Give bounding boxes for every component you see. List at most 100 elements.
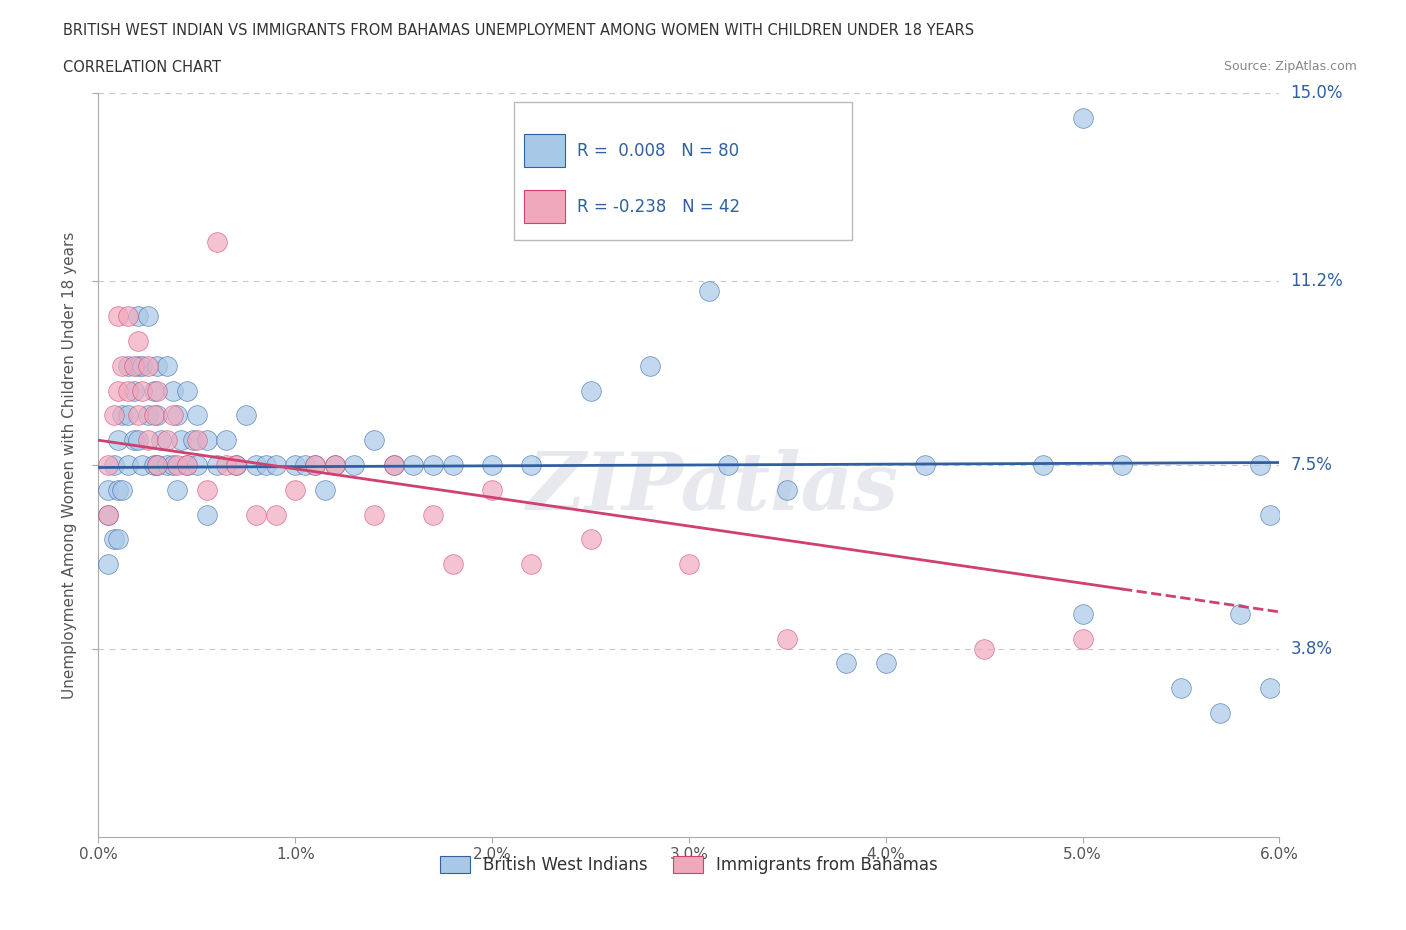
Point — [225, 458, 247, 472]
Text: R =  0.008   N = 80: R = 0.008 N = 80 — [576, 142, 740, 160]
Text: ZIPatlas: ZIPatlas — [526, 448, 898, 526]
Point — [166, 458, 188, 472]
Point — [294, 458, 316, 472]
Text: BRITISH WEST INDIAN VS IMMIGRANTS FROM BAHAMAS UNEMPLOYMENT AMONG WOMEN WITH CHI: BRITISH WEST INDIAN VS IMMIGRANTS FROM B… — [63, 23, 974, 38]
Point — [162, 458, 184, 472]
Point — [638, 358, 661, 373]
Point — [441, 458, 464, 472]
Point — [1071, 111, 1094, 126]
Point — [97, 557, 120, 572]
Point — [717, 458, 740, 472]
Point — [146, 383, 169, 398]
Point — [176, 458, 198, 472]
Point — [127, 309, 149, 324]
Point — [156, 358, 179, 373]
Point — [776, 631, 799, 646]
Point — [107, 532, 129, 547]
Point — [186, 432, 208, 447]
Text: 3.8%: 3.8% — [1291, 640, 1333, 658]
Point — [97, 507, 120, 522]
Point — [254, 458, 277, 472]
Point — [776, 483, 799, 498]
Point — [1111, 458, 1133, 472]
Point — [1258, 507, 1281, 522]
Point — [166, 408, 188, 423]
Point — [284, 458, 307, 472]
Point — [107, 483, 129, 498]
Text: 7.5%: 7.5% — [1291, 456, 1333, 474]
Point — [520, 458, 543, 472]
Point — [117, 458, 139, 472]
Point — [520, 557, 543, 572]
Point — [304, 458, 326, 472]
FancyBboxPatch shape — [523, 134, 565, 167]
Point — [914, 458, 936, 472]
Point — [697, 284, 720, 299]
Point — [111, 358, 134, 373]
Point — [97, 507, 120, 522]
Point — [162, 383, 184, 398]
Point — [363, 432, 385, 447]
Point — [107, 383, 129, 398]
Point — [127, 432, 149, 447]
Point — [136, 408, 159, 423]
Point — [225, 458, 247, 472]
Point — [103, 458, 125, 472]
Point — [176, 458, 198, 472]
Point — [117, 309, 139, 324]
Point — [481, 458, 503, 472]
Point — [264, 507, 287, 522]
Point — [678, 557, 700, 572]
Point — [146, 358, 169, 373]
Point — [382, 458, 405, 472]
Text: CORRELATION CHART: CORRELATION CHART — [63, 60, 221, 75]
Point — [314, 483, 336, 498]
Point — [382, 458, 405, 472]
Point — [343, 458, 366, 472]
Point — [215, 458, 238, 472]
Point — [131, 458, 153, 472]
Point — [111, 483, 134, 498]
Point — [146, 408, 169, 423]
Point — [284, 483, 307, 498]
Point — [186, 408, 208, 423]
FancyBboxPatch shape — [523, 190, 565, 223]
Point — [131, 383, 153, 398]
Point — [835, 656, 858, 671]
Point — [1249, 458, 1271, 472]
Point — [181, 432, 204, 447]
Point — [1071, 606, 1094, 621]
Point — [1209, 706, 1232, 721]
Point — [142, 408, 165, 423]
Point — [235, 408, 257, 423]
Point — [1258, 681, 1281, 696]
Text: 11.2%: 11.2% — [1291, 272, 1343, 290]
Legend: British West Indians, Immigrants from Bahamas: British West Indians, Immigrants from Ba… — [433, 849, 945, 881]
Point — [422, 458, 444, 472]
Point — [127, 408, 149, 423]
Point — [117, 358, 139, 373]
Point — [111, 408, 134, 423]
Point — [122, 383, 145, 398]
Point — [122, 358, 145, 373]
Point — [103, 408, 125, 423]
Point — [97, 458, 120, 472]
Point — [127, 358, 149, 373]
Point — [122, 432, 145, 447]
Point — [422, 507, 444, 522]
Point — [264, 458, 287, 472]
Point — [323, 458, 346, 472]
Point — [107, 309, 129, 324]
Point — [142, 458, 165, 472]
Point — [441, 557, 464, 572]
Point — [579, 383, 602, 398]
Point — [127, 334, 149, 349]
Point — [481, 483, 503, 498]
Point — [323, 458, 346, 472]
Point — [136, 432, 159, 447]
Point — [146, 458, 169, 472]
Point — [1229, 606, 1251, 621]
Point — [162, 408, 184, 423]
Point — [245, 458, 267, 472]
Point — [146, 458, 169, 472]
